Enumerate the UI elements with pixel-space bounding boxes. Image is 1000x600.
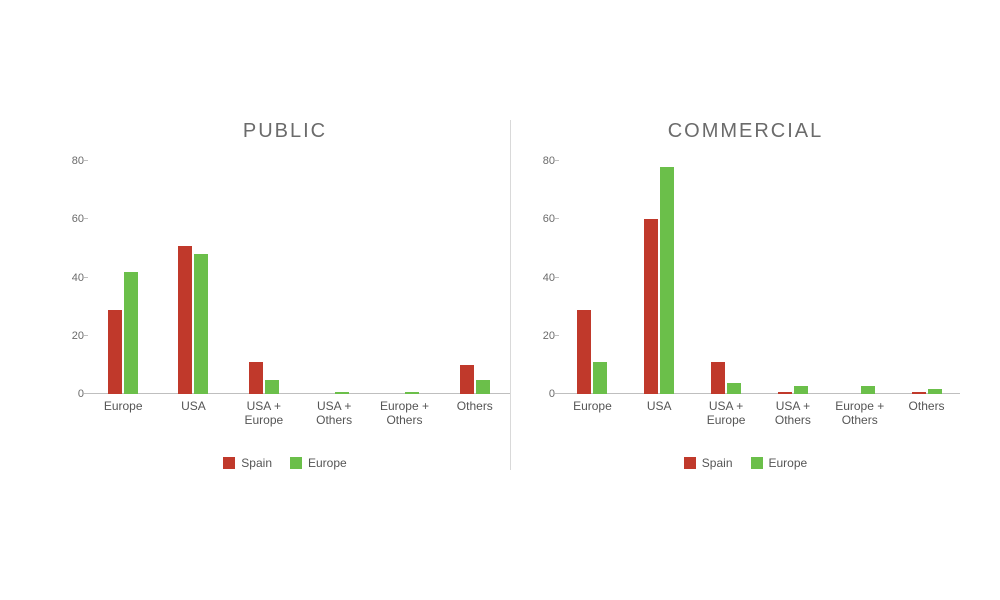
bar-group [440, 161, 510, 394]
y-tick-label: 60 [72, 213, 84, 225]
bar-group [759, 161, 826, 394]
bar-spain [778, 392, 792, 395]
bar-europe [660, 167, 674, 395]
bar-group [88, 161, 158, 394]
legend: Spain Europe [60, 456, 510, 470]
bar-spain [644, 219, 658, 394]
bar-group [158, 161, 228, 394]
y-tick-label: 20 [543, 330, 555, 342]
x-label: USA +Europe [693, 400, 760, 428]
bar-spain [249, 362, 263, 394]
bar-group [893, 161, 960, 394]
x-label: Europe +Others [826, 400, 893, 428]
bar-group [299, 161, 369, 394]
bar-group [693, 161, 760, 394]
legend-label: Europe [769, 456, 808, 470]
bars-row [559, 161, 960, 394]
y-axis: 020406080 [60, 161, 88, 394]
bar-spain [108, 310, 122, 395]
bar-europe [124, 272, 138, 395]
legend-swatch [751, 457, 763, 469]
bar-europe [405, 392, 419, 395]
x-label: USA [158, 400, 228, 428]
legend-item-spain: Spain [684, 456, 733, 470]
legend-label: Spain [241, 456, 272, 470]
legend-item-spain: Spain [223, 456, 272, 470]
bar-spain [460, 365, 474, 394]
legend-item-europe: Europe [290, 456, 347, 470]
bar-europe [593, 362, 607, 394]
bar-europe [727, 383, 741, 395]
bar-spain [577, 310, 591, 395]
bar-europe [476, 380, 490, 395]
y-axis: 020406080 [531, 161, 559, 394]
x-labels: EuropeUSAUSA +EuropeUSA +OthersEurope +O… [559, 400, 960, 428]
y-tick-label: 60 [543, 213, 555, 225]
plot-area [559, 161, 960, 394]
x-label: Others [893, 400, 960, 428]
bar-spain [711, 362, 725, 394]
legend-label: Spain [702, 456, 733, 470]
x-labels: EuropeUSAUSA +EuropeUSA +OthersEurope +O… [88, 400, 510, 428]
x-label: USA +Others [759, 400, 826, 428]
bar-spain [178, 246, 192, 395]
legend-swatch [223, 457, 235, 469]
chart-panels: PUBLIC020406080EuropeUSAUSA +EuropeUSA +… [0, 0, 1000, 600]
plot-area [88, 161, 510, 394]
panel-title-public: PUBLIC [60, 120, 510, 143]
bar-europe [335, 392, 349, 395]
bar-europe [794, 386, 808, 395]
x-label: USA +Others [299, 400, 369, 428]
x-label: Europe [559, 400, 626, 428]
x-label: USA [626, 400, 693, 428]
bar-group [229, 161, 299, 394]
x-label: Europe +Others [369, 400, 439, 428]
legend-label: Europe [308, 456, 347, 470]
panel-title-commercial: COMMERCIAL [531, 120, 960, 143]
plot-wrap-commercial: 020406080 [531, 161, 960, 394]
y-tick-label: 40 [72, 272, 84, 284]
bar-spain [912, 392, 926, 395]
bar-group [626, 161, 693, 394]
legend-swatch [684, 457, 696, 469]
bar-group [826, 161, 893, 394]
legend-swatch [290, 457, 302, 469]
y-tick-label: 20 [72, 330, 84, 342]
bar-europe [265, 380, 279, 395]
bars-row [88, 161, 510, 394]
legend: Spain Europe [531, 456, 960, 470]
panel-commercial: COMMERCIAL020406080EuropeUSAUSA +EuropeU… [510, 120, 960, 470]
legend-item-europe: Europe [751, 456, 808, 470]
x-label: Europe [88, 400, 158, 428]
bar-europe [928, 389, 942, 395]
y-tick-label: 0 [549, 388, 555, 400]
bar-europe [861, 386, 875, 395]
plot-wrap-public: 020406080 [60, 161, 510, 394]
y-tick-label: 80 [543, 155, 555, 167]
bar-group [559, 161, 626, 394]
x-label: Others [440, 400, 510, 428]
y-tick-label: 0 [78, 388, 84, 400]
bar-europe [194, 254, 208, 394]
panel-public: PUBLIC020406080EuropeUSAUSA +EuropeUSA +… [60, 120, 510, 470]
y-tick-label: 40 [543, 272, 555, 284]
x-label: USA +Europe [229, 400, 299, 428]
y-tick-label: 80 [72, 155, 84, 167]
bar-group [369, 161, 439, 394]
